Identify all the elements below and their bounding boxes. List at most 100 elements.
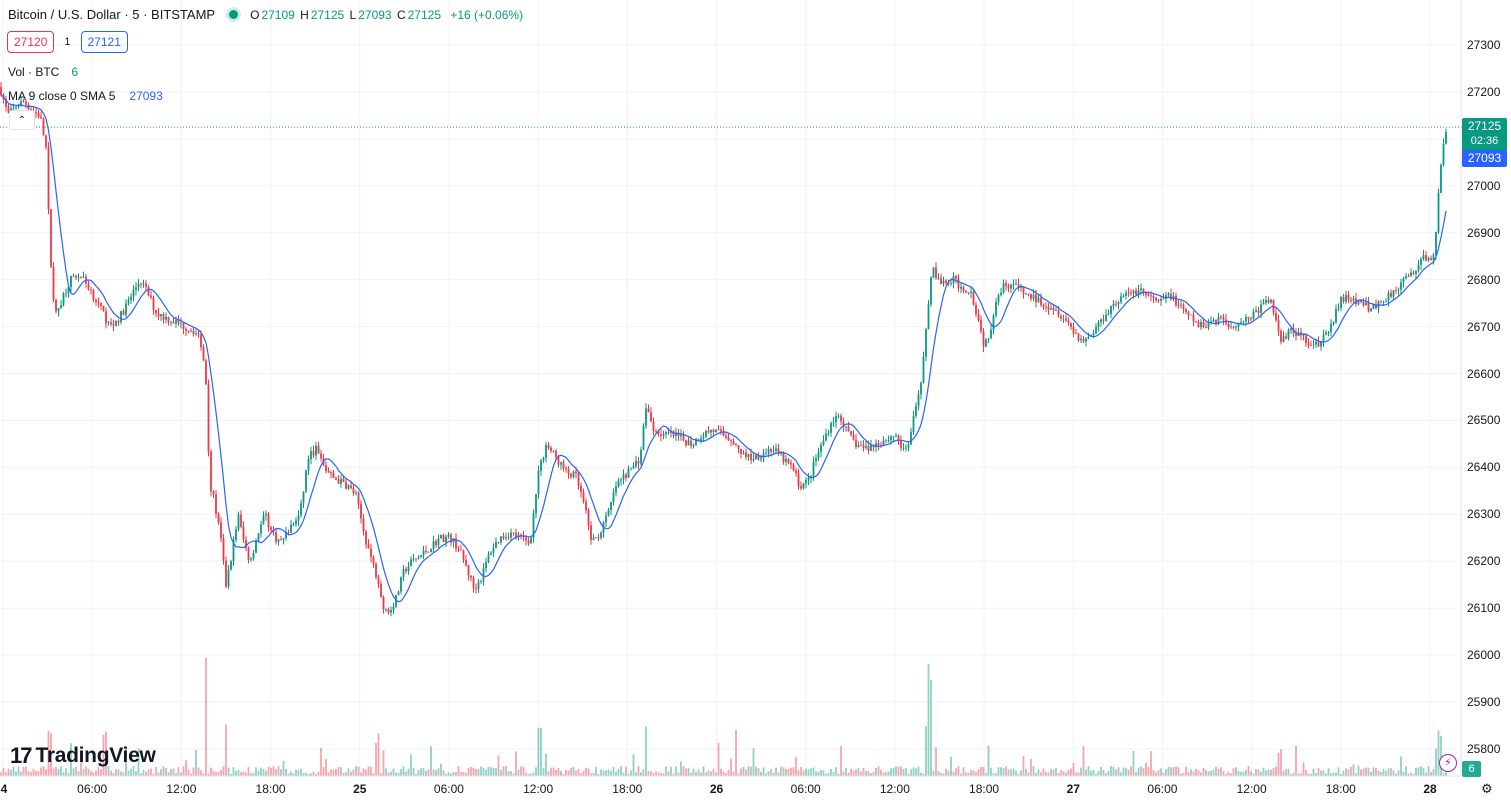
- candle-body: [1332, 322, 1335, 324]
- tradingview-logo[interactable]: 17 TradingView: [10, 743, 156, 769]
- volume-bar: [355, 766, 357, 776]
- volume-bar: [997, 767, 1000, 776]
- volume-bar: [905, 768, 907, 776]
- candle-body: [555, 451, 557, 458]
- candle-body: [742, 452, 745, 454]
- candle-body: [45, 135, 47, 148]
- candle-body: [685, 440, 687, 446]
- candle-body: [1340, 296, 1342, 308]
- volume-bar: [382, 750, 385, 776]
- candle-body: [787, 458, 790, 463]
- candle-body: [905, 447, 907, 449]
- candle-body: [1397, 289, 1400, 291]
- volume-bar: [1107, 771, 1110, 776]
- collapse-legend-button[interactable]: ⌃: [9, 110, 35, 130]
- volume-bar: [912, 767, 915, 776]
- volume-bar: [880, 770, 882, 776]
- candle-body: [1270, 299, 1272, 303]
- candle-body: [465, 559, 467, 566]
- candle-body: [1185, 308, 1187, 313]
- candle-body: [597, 537, 600, 538]
- volume-bar: [1280, 749, 1282, 776]
- candle-body: [902, 448, 905, 449]
- volume-legend[interactable]: Vol · BTC 6: [8, 65, 78, 79]
- volume-bar: [217, 771, 220, 776]
- volume-bar: [730, 758, 732, 776]
- candle-body: [1327, 332, 1330, 333]
- buy-price-button[interactable]: 27121: [80, 31, 128, 53]
- last-price-value: 27125: [1467, 119, 1502, 133]
- volume-bar: [875, 767, 877, 776]
- volume-bar: [50, 733, 52, 776]
- candle-body: [462, 550, 465, 560]
- candle-body: [495, 541, 497, 549]
- candle-body: [862, 445, 865, 448]
- volume-bar: [825, 773, 827, 776]
- volume-bar: [1290, 773, 1292, 776]
- candle-body: [220, 522, 222, 539]
- candle-body: [1035, 294, 1037, 303]
- candle-body: [1085, 338, 1087, 342]
- volume-bar: [1075, 772, 1077, 776]
- candle-body: [680, 434, 682, 437]
- candle-body: [917, 394, 920, 407]
- volume-bar: [827, 773, 830, 776]
- candle-body: [1015, 283, 1017, 285]
- candle-body: [185, 328, 187, 331]
- candle-body: [1190, 314, 1192, 316]
- volume-bar: [190, 773, 192, 776]
- candle-body: [187, 330, 190, 332]
- candle-body: [320, 453, 322, 459]
- candle-body: [1152, 296, 1155, 298]
- sell-price-button[interactable]: 27120: [7, 31, 55, 53]
- volume-bar: [657, 772, 660, 776]
- volume-bar: [580, 773, 582, 776]
- candle-body: [370, 548, 372, 558]
- high-value: 27125: [310, 7, 345, 22]
- volume-bar: [362, 768, 365, 776]
- candle-body: [715, 429, 717, 433]
- candle-body: [1017, 283, 1020, 288]
- candle-body: [1230, 326, 1232, 328]
- candle-body: [977, 314, 980, 320]
- candle-body: [930, 277, 932, 305]
- candle-body: [1220, 317, 1222, 318]
- candle-body: [1100, 319, 1102, 323]
- volume-bar: [345, 772, 347, 776]
- lightning-icon[interactable]: ⚡: [1439, 754, 1457, 772]
- candle-body: [415, 558, 417, 560]
- gear-icon[interactable]: ⚙: [1481, 781, 1493, 796]
- candle-body: [427, 551, 430, 553]
- volume-bar: [810, 768, 812, 776]
- volume-bar: [1185, 766, 1187, 776]
- candle-body: [82, 276, 85, 278]
- candle-body: [270, 527, 272, 531]
- volume-bar: [1432, 769, 1435, 776]
- time-axis-label: 12:00: [879, 782, 910, 796]
- candle-body: [377, 577, 380, 584]
- candle-body: [805, 479, 807, 484]
- candle-body: [210, 451, 212, 492]
- volume-bar: [1145, 762, 1147, 776]
- volume-bar: [130, 768, 132, 776]
- volume-bar: [177, 767, 180, 776]
- volume-bar: [417, 770, 420, 776]
- candle-body: [545, 444, 547, 459]
- candle-body: [242, 526, 245, 540]
- volume-bar: [702, 766, 705, 776]
- price-axis-label: 26000: [1467, 648, 1501, 663]
- ma-legend[interactable]: MA 9 close 0 SMA 5 27093: [8, 89, 163, 103]
- volume-bar: [1172, 767, 1175, 776]
- volume-bar: [632, 754, 635, 776]
- symbol-title[interactable]: Bitcoin / U.S. Dollar · 5 · BITSTAMP: [8, 7, 216, 22]
- volume-bar: [105, 731, 107, 776]
- candle-body: [1070, 322, 1072, 328]
- volume-bar: [857, 768, 860, 776]
- candle-body: [825, 433, 827, 441]
- candle-body: [1335, 309, 1337, 323]
- candle-body: [937, 277, 940, 279]
- candle-body: [432, 541, 435, 549]
- volume-bar: [137, 748, 140, 776]
- volume-bar: [1110, 766, 1112, 776]
